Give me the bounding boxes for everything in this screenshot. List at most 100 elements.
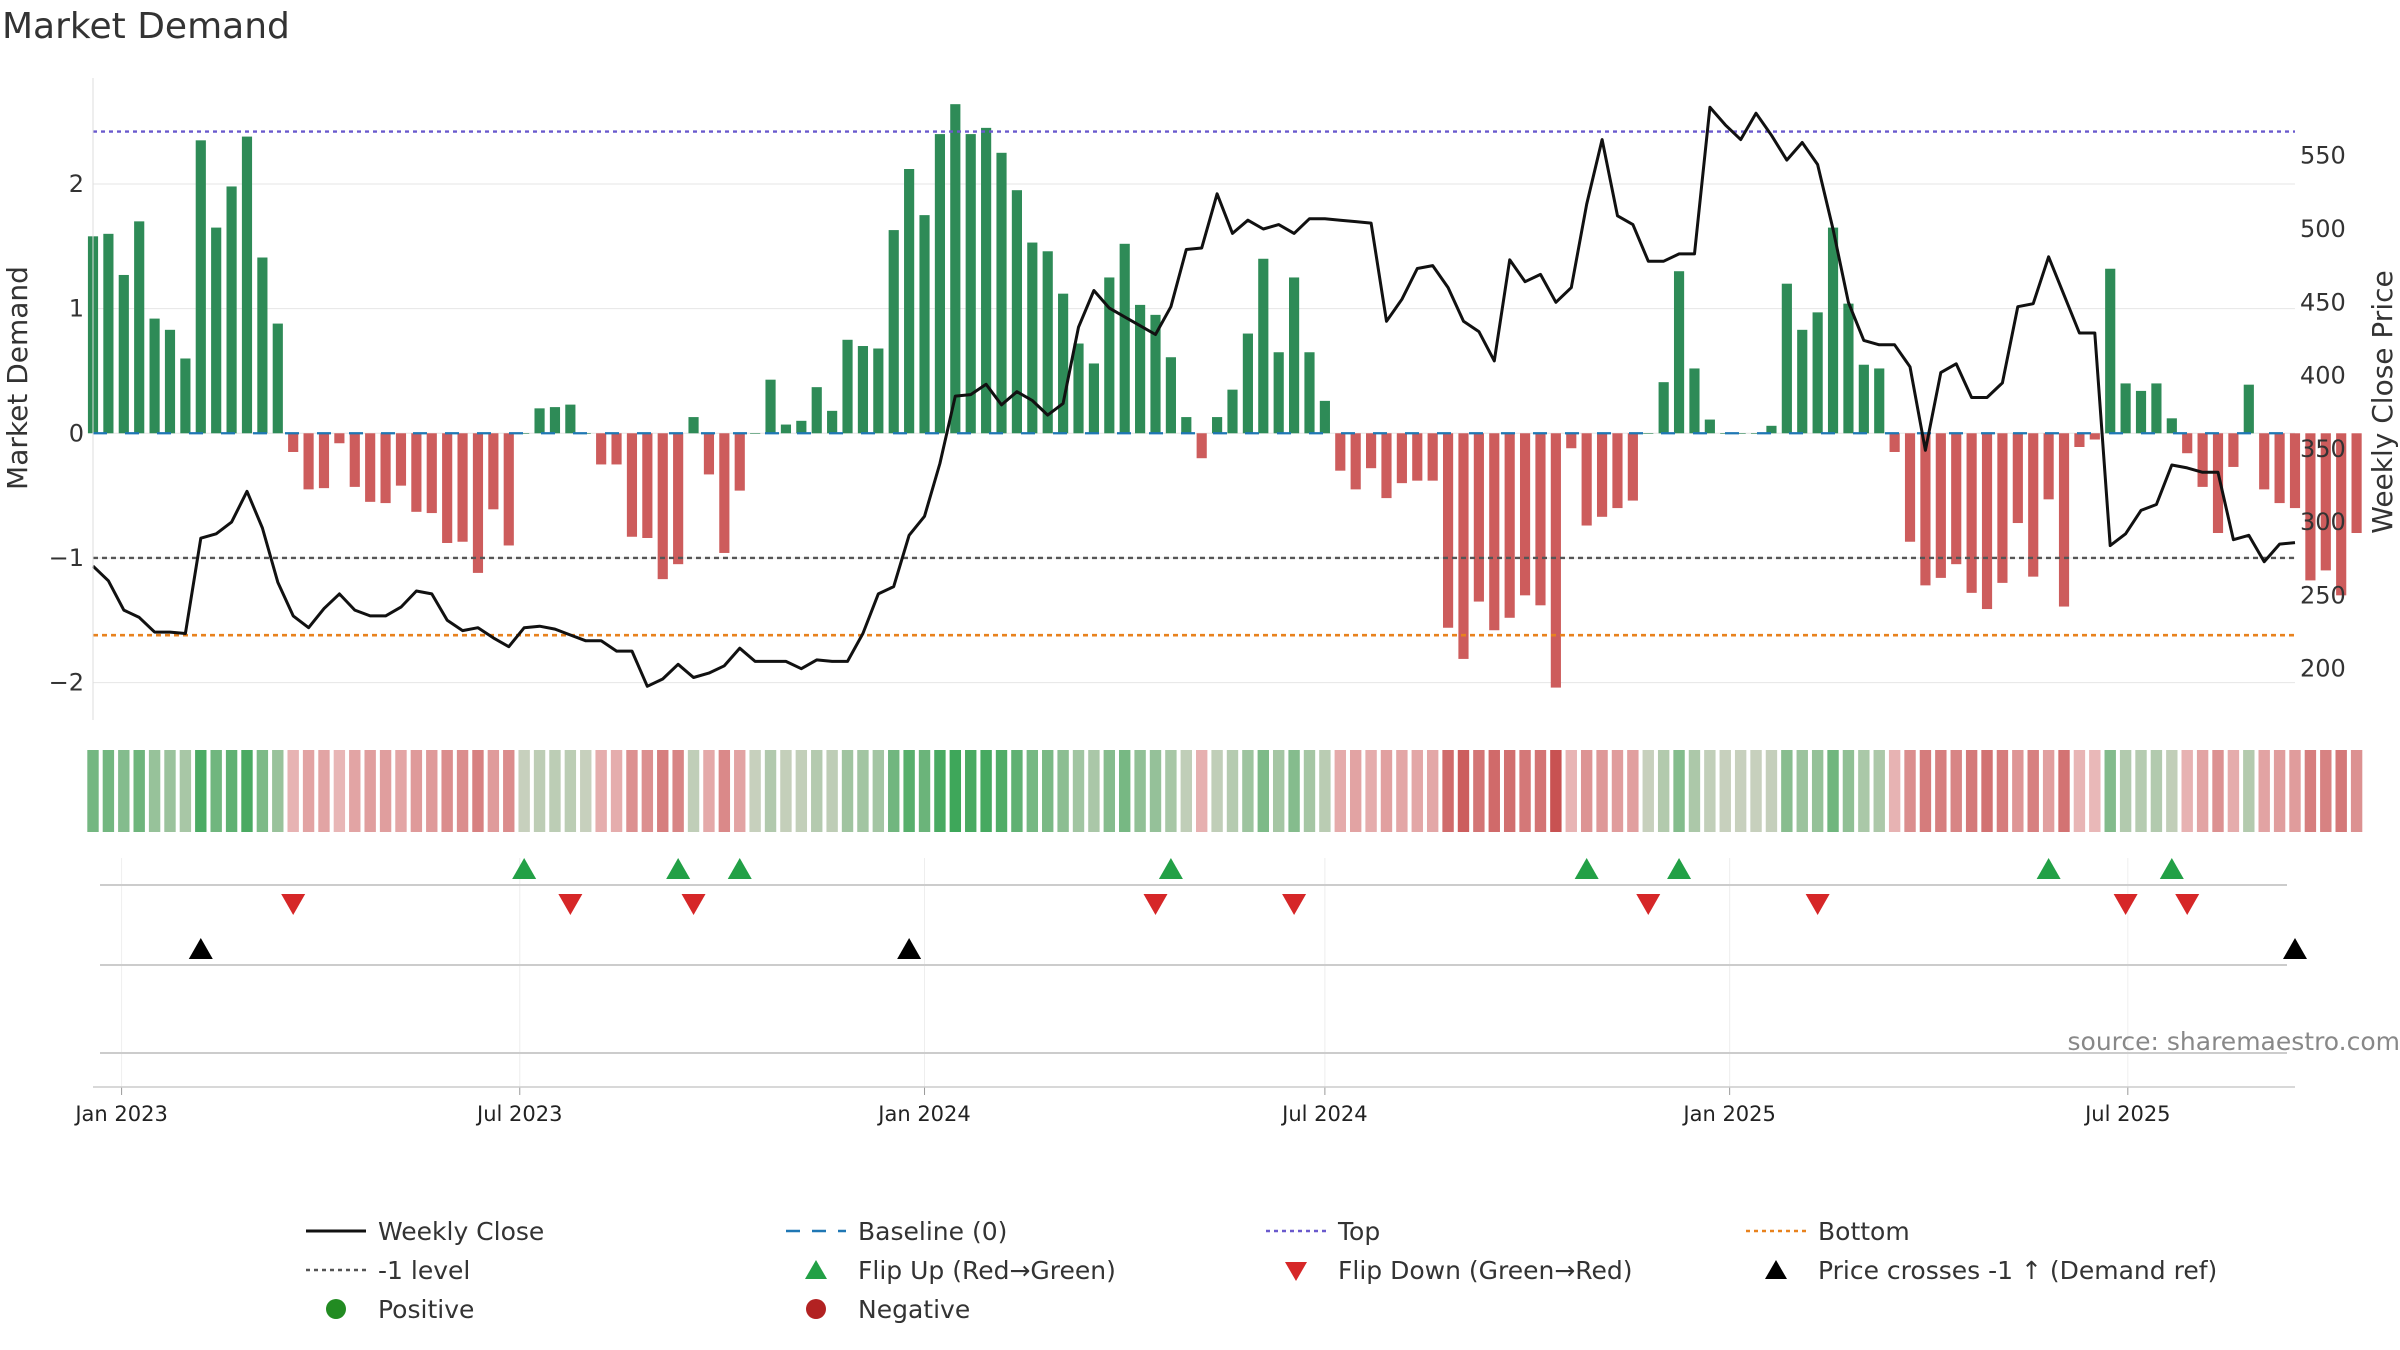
legend-line-dot-icon — [1260, 1214, 1332, 1249]
heat-strip-cell — [1827, 750, 1839, 832]
demand-bar-positive — [1766, 425, 1777, 434]
heat-strip-cell — [1750, 750, 1762, 832]
demand-bar-positive — [1643, 433, 1654, 434]
demand-bar-positive — [226, 186, 237, 434]
legend-label: Baseline (0) — [858, 1217, 1008, 1246]
heat-strip-cell — [2058, 750, 2070, 832]
demand-bar-negative — [1550, 433, 1561, 688]
demand-bar-negative — [318, 433, 330, 489]
demand-bar-positive — [1289, 277, 1300, 434]
heat-strip-cell — [2135, 750, 2147, 832]
legend-item: Negative — [780, 1292, 1260, 1327]
heat-strip-cell — [564, 750, 577, 832]
demand-bar-negative — [596, 433, 607, 465]
heat-strip-cell — [795, 750, 808, 832]
demand-bar-positive — [950, 104, 961, 434]
legend-item: Positive — [300, 1292, 780, 1327]
legend-item: Top — [1260, 1214, 1740, 1249]
source-label: source: sharemaestro.com — [2068, 1027, 2400, 1056]
heat-strip-cell — [1580, 750, 1593, 832]
heat-strip-cell — [118, 750, 130, 832]
demand-bar-negative — [442, 433, 453, 543]
heat-strip-cell — [780, 750, 792, 832]
heat-strip-cell — [1211, 750, 1223, 832]
heat-strip-cell — [1935, 750, 1947, 832]
demand-bar-negative — [365, 433, 376, 502]
heat-strip-cell — [1965, 750, 1978, 832]
demand-bar-positive — [796, 420, 807, 434]
flip-down-marker — [281, 894, 306, 915]
demand-bar-positive — [1212, 417, 1223, 434]
legend-dot-icon — [300, 1292, 372, 1327]
x-tick-label: Jul 2023 — [475, 1102, 562, 1126]
demand-bar-positive — [857, 346, 869, 434]
demand-bar-negative — [2089, 433, 2100, 440]
demand-bar-negative — [411, 433, 422, 512]
flip-down-marker — [1636, 894, 1661, 915]
demand-bar-negative — [1196, 433, 1207, 459]
heat-strip-cell — [595, 750, 607, 832]
heat-strip-cell — [903, 750, 915, 832]
demand-bar-negative — [2212, 433, 2224, 534]
demand-bar-negative — [2012, 433, 2023, 524]
heat-strip-cell — [687, 750, 700, 832]
demand-bar-negative — [2197, 433, 2208, 487]
demand-bar-negative — [395, 433, 407, 486]
heat-strip-cell — [703, 750, 715, 832]
heat-strip-cell — [1365, 750, 1377, 832]
demand-bar-positive — [981, 127, 992, 434]
heat-strip-cell — [1426, 750, 1439, 832]
heat-strip-cell — [395, 750, 407, 832]
legend-label: Price crosses -1 ↑ (Demand ref) — [1818, 1256, 2218, 1285]
heat-strip-cell — [1904, 750, 1916, 832]
heat-strip-cell — [918, 750, 931, 832]
demand-bar-negative — [2259, 433, 2270, 490]
heat-strip-cell — [734, 750, 746, 832]
demand-bar-positive — [534, 408, 545, 434]
heat-strip-cell — [441, 750, 453, 832]
x-tick-label: Jul 2025 — [2083, 1102, 2170, 1126]
heat-strip-cell — [272, 750, 284, 832]
demand-bar-negative — [2320, 433, 2331, 571]
flip-down-marker — [2113, 894, 2138, 915]
demand-bar-negative — [642, 433, 653, 538]
legend-line-dot-icon — [300, 1253, 372, 1288]
heat-strip-cell — [641, 750, 654, 832]
heat-strip-cell — [1503, 750, 1516, 832]
y-tick-label: −2 — [49, 669, 84, 697]
heat-strip-cell — [1026, 750, 1039, 832]
heat-strip-cell — [934, 750, 946, 832]
heat-strip-cell — [133, 750, 145, 832]
heat-strip-cell — [302, 750, 315, 832]
heat-strip-cell — [1488, 750, 1500, 832]
legend-item: Bottom — [1740, 1214, 2260, 1249]
heat-strip-cell — [2119, 750, 2132, 832]
heat-strip-cell — [965, 750, 977, 832]
y-tick-label: 1 — [69, 295, 84, 323]
x-tick-label: Jul 2024 — [1280, 1102, 1367, 1126]
heat-strip-cell — [1396, 750, 1408, 832]
demand-bar-positive — [519, 433, 530, 434]
heat-strip-cell — [410, 750, 423, 832]
heat-strip-cell — [1411, 750, 1423, 832]
legend-label: -1 level — [378, 1256, 471, 1285]
y-tick-label: 0 — [69, 419, 84, 447]
demand-bar-negative — [2274, 433, 2285, 504]
demand-bar-negative — [1966, 433, 1977, 593]
demand-bar-negative — [1612, 433, 1623, 509]
demand-bar-positive — [1042, 251, 1053, 434]
demand-bar-negative — [1458, 433, 1469, 659]
heat-strip-cell — [179, 750, 192, 832]
heat-strip-cell — [148, 750, 161, 832]
signals-layer — [188, 858, 2307, 959]
demand-bar-positive — [1874, 368, 1885, 434]
heat-strip-cell — [1611, 750, 1624, 832]
legend-tri-down-icon — [1260, 1253, 1332, 1288]
heat-strip-cell — [1796, 750, 1808, 832]
heat-strip-cell — [2273, 750, 2286, 832]
demand-bar-negative — [1596, 433, 1608, 517]
heat-strip-cell — [349, 750, 361, 832]
demand-bar-negative — [657, 433, 668, 580]
heat-strip-cell — [1842, 750, 1855, 832]
heat-strip-cell — [672, 750, 684, 832]
